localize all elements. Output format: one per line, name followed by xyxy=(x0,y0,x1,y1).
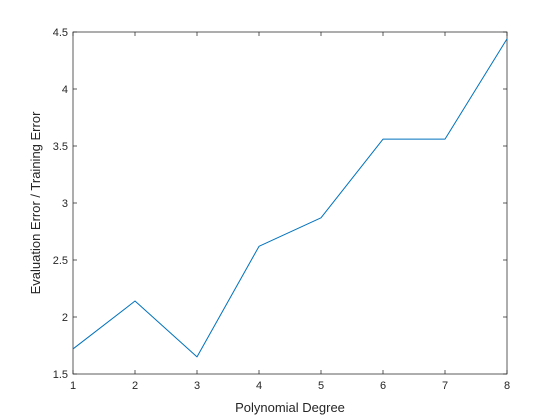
y-tick-label: 1.5 xyxy=(53,369,68,381)
y-tick-label: 3 xyxy=(62,198,68,210)
x-tick-label: 7 xyxy=(442,380,448,392)
x-tick-label: 5 xyxy=(318,380,324,392)
y-tick-label: 2 xyxy=(62,312,68,324)
y-tick-label: 2.5 xyxy=(53,255,68,267)
y-tick-label: 4 xyxy=(62,84,68,96)
y-tick-label: 3.5 xyxy=(53,141,68,153)
y-axis: 1.5 2 2.5 3 3.5 4 4.5 xyxy=(53,27,507,381)
series-layer xyxy=(72,38,508,358)
x-axis-title: Polynomial Degree xyxy=(235,400,345,415)
x-tick-label: 2 xyxy=(132,380,138,392)
x-tick-label: 3 xyxy=(194,380,200,392)
y-tick-label: 4.5 xyxy=(53,27,68,39)
x-tick-label: 1 xyxy=(70,380,76,392)
x-tick-label: 4 xyxy=(256,380,262,392)
axes-box xyxy=(72,31,508,375)
series-line-0 xyxy=(72,38,508,358)
y-axis-title: Evaluation Error / Training Error xyxy=(28,111,43,294)
x-axis: 1 2 3 4 5 6 7 8 xyxy=(70,32,510,392)
plot-area: 1 2 3 4 5 6 7 8 1.5 2 2.5 3 3.5 4 4.5 xyxy=(53,27,510,392)
x-tick-label: 8 xyxy=(504,380,510,392)
x-tick-label: 6 xyxy=(380,380,386,392)
